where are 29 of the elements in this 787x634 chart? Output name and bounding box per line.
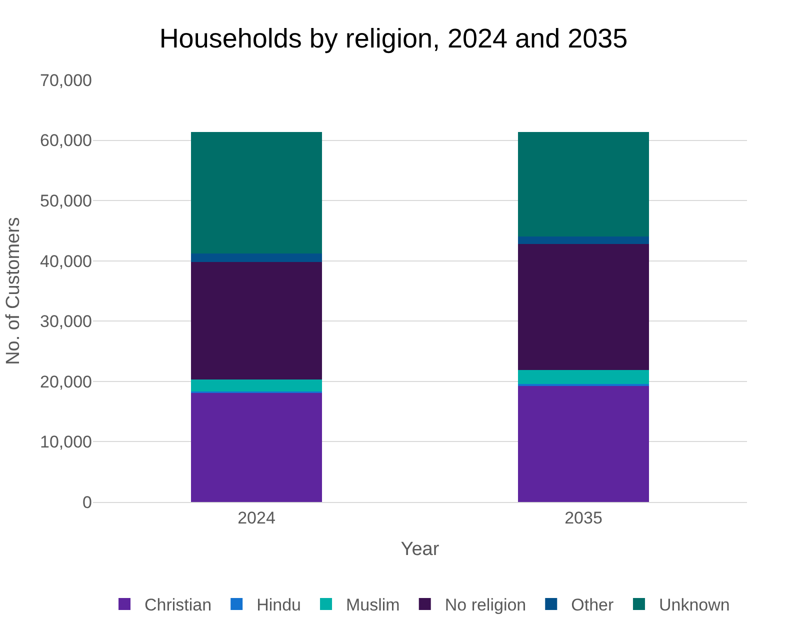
legend-label: Other	[571, 596, 614, 615]
bar	[191, 262, 322, 380]
legend-label: Unknown	[658, 596, 730, 615]
bar	[518, 236, 649, 244]
y-tick-label: 40,000	[40, 252, 92, 271]
legend-label: Muslim	[346, 596, 400, 615]
y-tick-label: 20,000	[40, 372, 92, 392]
bar	[191, 132, 322, 254]
bar	[191, 380, 322, 392]
bar	[191, 392, 322, 502]
y-tick-label: 10,000	[40, 432, 92, 452]
y-tick-label: 60,000	[40, 131, 92, 150]
chart-title: Households by religion, 2024 and 2035	[159, 23, 628, 54]
y-tick-label: 70,000	[40, 70, 92, 90]
bar	[518, 244, 649, 370]
bar	[518, 370, 649, 384]
legend-label: Hindu	[256, 596, 302, 615]
x-tick-label: 2024	[238, 508, 276, 528]
x-tick-label: 2035	[564, 508, 602, 528]
x-axis-title: Year	[400, 539, 440, 560]
legend-label: No religion	[444, 596, 526, 615]
legend-label: Christian	[144, 596, 212, 615]
y-axis-title: No. of Customers	[2, 217, 24, 365]
bar	[518, 132, 649, 237]
y-tick-label: 30,000	[40, 312, 92, 332]
y-tick-label: 50,000	[40, 192, 92, 211]
y-tick-label: 0	[82, 492, 92, 512]
bar	[518, 386, 649, 502]
bar	[191, 254, 322, 262]
